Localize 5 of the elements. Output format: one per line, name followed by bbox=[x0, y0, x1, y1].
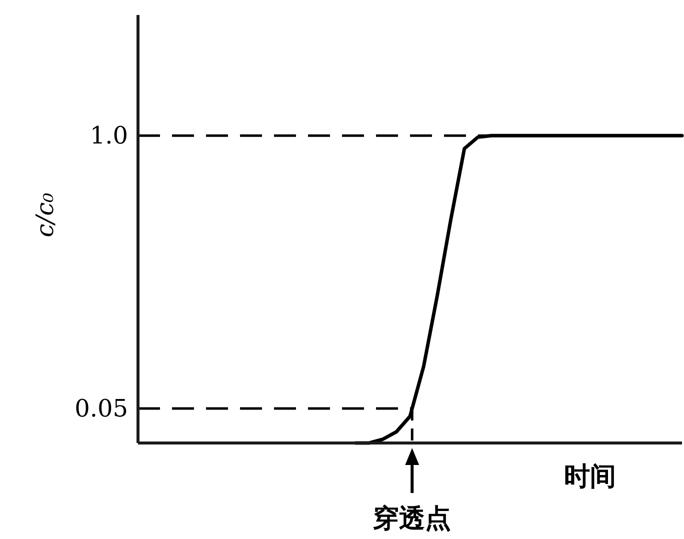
y-tick-label: 0.05 bbox=[74, 394, 128, 423]
x-axis-title: 时间 bbox=[564, 462, 616, 492]
text: 穿透点 bbox=[373, 504, 452, 534]
y-tick-label: 1.0 bbox=[90, 122, 128, 150]
y-axis-title: c/c₀ bbox=[31, 192, 59, 238]
